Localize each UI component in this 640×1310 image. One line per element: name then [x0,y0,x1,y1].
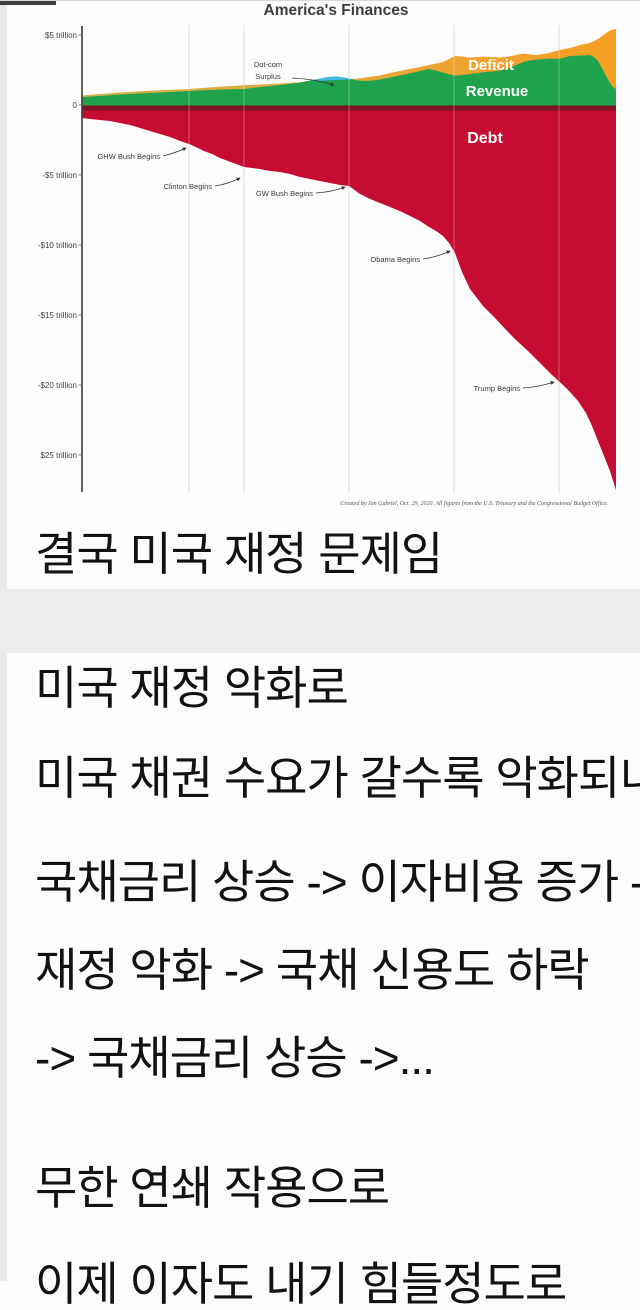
obama-annotation: Obama Begins [370,255,420,264]
dotcom-annotation-line1: Dot-com [254,60,282,69]
axis-ticks [78,34,82,456]
clinton-annotation: Clinton Begins [164,182,213,191]
trump-annotation: Trump Begins [474,384,521,393]
dotcom-arrow [291,77,335,86]
obama-arrow [422,250,451,260]
tick-5t: $5 trillion [45,31,77,40]
finances-chart: America's Finances [0,1,640,513]
ghw-bush-annotation: GHW Bush Begins [97,152,160,161]
dotcom-annotation-line2: Surplus [255,72,281,81]
gw-bush-arrow [315,186,346,194]
tick-m15t: -$15 trillion [38,311,77,320]
tick-m20t: -$20 trillion [38,381,77,390]
tick-m5t: -$5 trillion [42,171,77,180]
dotcom-surplus-area [312,76,353,82]
trump-arrow [522,381,555,389]
debt-label: Debt [467,130,503,147]
chart-title: America's Finances [264,2,409,19]
comment-para4-line1: 이제 이자도 내기 힘들정도로 [35,1258,567,1310]
y-axis-labels: $5 trillion 0 -$5 trillion -$10 trillion… [38,31,78,460]
comment-para3-line1: 무한 연쇄 작용으로 [35,1162,390,1214]
comment-para1-line2: 미국 채권 수요가 갈수록 악화되니 [35,752,640,804]
tick-m10t: -$10 trillion [38,241,77,250]
tick-25t: $25 trillion [41,451,77,460]
clinton-arrow [214,177,241,187]
comment-para1-line1: 미국 재정 악화로 [35,662,349,714]
gridlines-overlay [188,25,560,493]
comment-line-conclusion: 결국 미국 재정 문제임 [35,528,443,580]
revenue-area [82,55,616,106]
section-divider-band [0,589,640,653]
top-edge-sliver [0,1,56,5]
annotations: Dot-com Surplus GHW Bush Begins Clinton … [97,60,555,393]
zero-line-strip [82,105,616,111]
comment-para2-line2: 재정 악화 -> 국채 신용도 하락 [35,944,590,996]
debt-area [82,105,616,490]
comment-para2-line3: -> 국채금리 상승 ->... [35,1032,435,1084]
comment-para2-line1: 국채금리 상승 -> 이자비용 증가 -> [35,856,640,908]
gw-bush-annotation: GW Bush Begins [256,189,313,198]
chart-attribution: Created by Jon Gabriel, Oct. 29, 2020. A… [340,500,608,507]
deficit-label: Deficit [468,57,514,74]
finances-chart-svg: America's Finances [38,2,616,507]
tick-0: 0 [73,101,78,110]
ghw-bush-arrow [162,147,187,157]
revenue-label: Revenue [466,83,529,100]
